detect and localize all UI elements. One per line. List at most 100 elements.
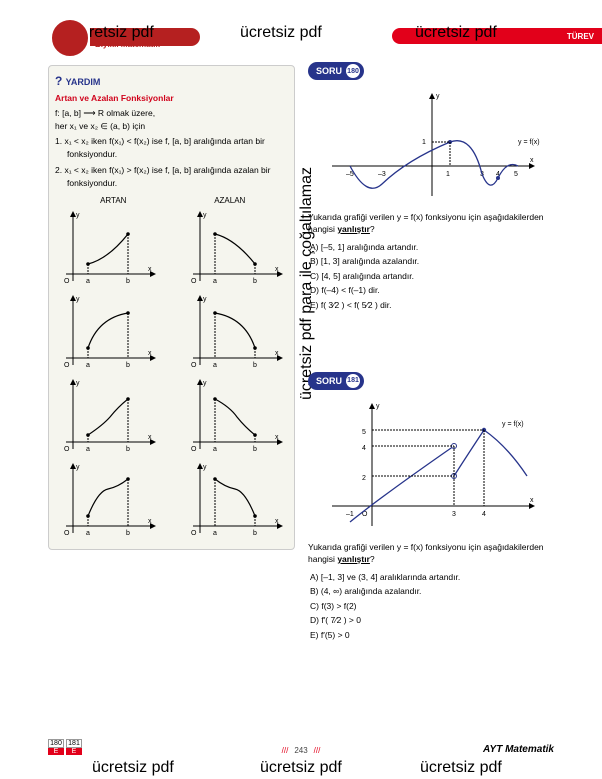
q181-opt-d: D) f′( 7⁄2 ) > 0	[308, 613, 555, 627]
q181-opt-b: B) (4, ∞) aralığında azalandır.	[308, 584, 555, 598]
help-header: YARDIM	[55, 72, 288, 90]
svg-text:b: b	[126, 446, 130, 453]
svg-text:b: b	[126, 362, 130, 369]
svg-text:O: O	[191, 362, 197, 369]
svg-text:2: 2	[362, 475, 366, 482]
q181-text-b: yanlıştır	[337, 554, 370, 564]
svg-text:O: O	[191, 278, 197, 285]
footer: 180E 181E ///243/// AYT Matematik ücrets…	[0, 737, 602, 779]
svg-text:y: y	[376, 403, 380, 410]
help-line-1: f: [a, b] ⟶ R olmak üzere,	[55, 107, 288, 120]
svg-text:x: x	[530, 157, 534, 164]
q181-opt-e: E) f′(5) > 0	[308, 628, 555, 642]
mini-azalan-1: xyOab	[182, 209, 289, 291]
svg-text:O: O	[191, 446, 197, 453]
q181-opt-a: A) [–1, 3] ve (3, 4] aralıklarında artan…	[308, 570, 555, 584]
svg-text:b: b	[253, 446, 257, 453]
ans-181: 181E	[66, 739, 82, 755]
q180-text: Yukarıda grafiği verilen y = f(x) fonksi…	[308, 212, 555, 236]
svg-text:x: x	[148, 350, 152, 357]
svg-text:b: b	[253, 278, 257, 285]
mini-azalan-2: x y Oa b	[182, 293, 289, 375]
watermark-top-2: ücretsiz pdf	[240, 24, 322, 42]
svg-text:a: a	[213, 362, 217, 369]
soru-181-num: 181	[346, 374, 360, 388]
help-item-1: 1. x₁ < x₂ iken f(x₁) < f(x₂) ise f, [a,…	[55, 135, 288, 161]
svg-text:y: y	[436, 93, 440, 100]
svg-text:x: x	[530, 497, 534, 504]
svg-text:1: 1	[446, 171, 450, 178]
svg-text:b: b	[253, 362, 257, 369]
svg-text:O: O	[191, 530, 197, 537]
mini-artan-3: xyOab	[55, 377, 162, 459]
soru-180-pill: SORU 180	[308, 62, 364, 80]
q181-options: A) [–1, 3] ve (3, 4] aralıklarında artan…	[308, 570, 555, 642]
svg-text:1: 1	[422, 139, 426, 146]
q180-opt-b: B) [1, 3] aralığında azalandır.	[308, 254, 555, 268]
ans-180: 180E	[48, 739, 64, 755]
soru-label-2: SORU	[316, 376, 342, 386]
svg-text:a: a	[213, 530, 217, 537]
svg-text:x: x	[275, 434, 279, 441]
help-panel: YARDIM Artan ve Azalan Fonksiyonlar f: […	[48, 65, 295, 550]
q180-graph: xy –5–3 13 45 1 y = f(x)	[308, 86, 555, 206]
watermark-bottom-2: ücretsiz pdf	[260, 759, 342, 777]
svg-text:O: O	[64, 278, 70, 285]
header: Bıyıklı Matematik TÜREV ücretsiz pdf ücr…	[0, 0, 602, 48]
svg-text:a: a	[86, 362, 90, 369]
svg-text:b: b	[126, 530, 130, 537]
svg-text:x: x	[275, 350, 279, 357]
brand-badge	[50, 18, 90, 58]
svg-text:O: O	[64, 362, 70, 369]
svg-text:y: y	[203, 464, 207, 471]
help-line-2: her x₁ ve x₂ ∈ (a, b) için	[55, 120, 288, 133]
svg-text:y: y	[76, 380, 80, 387]
svg-text:a: a	[86, 446, 90, 453]
page: Bıyıklı Matematik TÜREV ücretsiz pdf ücr…	[0, 0, 602, 779]
svg-text:y = f(x): y = f(x)	[502, 421, 524, 428]
col-azalan: AZALAN	[172, 195, 289, 207]
svg-text:3: 3	[452, 511, 456, 518]
watermark-bottom-1: ücretsiz pdf	[92, 759, 174, 777]
help-title: Artan ve Azalan Fonksiyonlar	[55, 92, 288, 105]
help-item-2: 2. x₁ < x₂ iken f(x₁) > f(x₂) ise f, [a,…	[55, 164, 288, 190]
svg-text:y = f(x): y = f(x)	[518, 139, 540, 146]
mini-artan-2: x y Oa b	[55, 293, 162, 375]
svg-text:y: y	[76, 464, 80, 471]
svg-text:y: y	[203, 380, 207, 387]
svg-text:–1: –1	[346, 511, 354, 518]
footer-page: ///243///	[282, 746, 321, 755]
q180-text-b: yanlıştır	[337, 224, 370, 234]
svg-text:5: 5	[362, 429, 366, 436]
svg-text:y: y	[76, 212, 80, 219]
svg-text:a: a	[86, 530, 90, 537]
svg-text:a: a	[213, 278, 217, 285]
mini-headers: ARTAN AZALAN	[55, 195, 288, 207]
answer-keys: 180E 181E	[48, 739, 82, 755]
mini-grid: x y Oa b x y Oa b x y Oa b x y Oa b x y Oa b x y Oa b	[55, 209, 288, 543]
svg-text:x: x	[148, 518, 152, 525]
svg-text:b: b	[126, 278, 130, 285]
watermark-top-3: ücretsiz pdf	[415, 24, 497, 42]
mini-artan-4: xyOab	[55, 461, 162, 543]
right-column: SORU 180 xy –5–3 13 45 1 y = f(x)	[308, 62, 555, 642]
svg-text:a: a	[86, 278, 90, 285]
mini-azalan-3: x y Oa b	[182, 377, 289, 459]
q181-graph: xy O –134 245 y = f(x)	[308, 396, 555, 536]
q180-opt-e: E) f( 3⁄2 ) < f( 5⁄2 ) dir.	[308, 298, 555, 312]
q180-text-c: ?	[370, 224, 375, 234]
svg-text:y: y	[76, 296, 80, 303]
q180-opt-a: A) [–5, 1] aralığında artandır.	[308, 240, 555, 254]
svg-text:4: 4	[362, 445, 366, 452]
svg-text:b: b	[253, 530, 257, 537]
soru-180-num: 180	[346, 64, 360, 78]
mini-azalan-4: xyOab	[182, 461, 289, 543]
soru-label: SORU	[316, 66, 342, 76]
svg-text:4: 4	[482, 511, 486, 518]
svg-text:y: y	[203, 296, 207, 303]
svg-text:5: 5	[514, 171, 518, 178]
svg-text:a: a	[213, 446, 217, 453]
mini-artan-1: xyOab	[55, 209, 162, 291]
col-artan: ARTAN	[55, 195, 172, 207]
q181-text: Yukarıda grafiği verilen y = f(x) fonksi…	[308, 542, 555, 566]
